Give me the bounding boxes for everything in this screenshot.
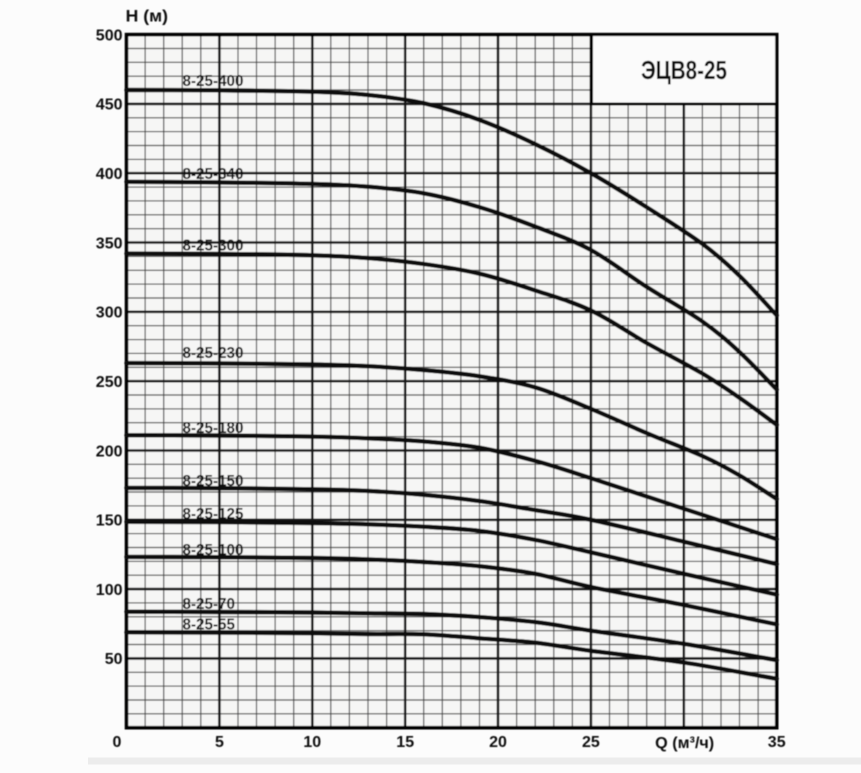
svg-text:150: 150	[96, 513, 123, 530]
svg-text:8-25-230: 8-25-230	[183, 345, 244, 362]
svg-text:15: 15	[396, 734, 414, 751]
svg-text:8-25-180: 8-25-180	[183, 420, 244, 437]
svg-text:8-25-150: 8-25-150	[183, 473, 244, 490]
svg-text:8-25-400: 8-25-400	[183, 73, 244, 90]
svg-text:8-25-300: 8-25-300	[183, 238, 244, 255]
svg-text:H (м): H (м)	[126, 7, 168, 26]
svg-text:50: 50	[105, 651, 123, 668]
svg-text:400: 400	[96, 166, 123, 183]
svg-text:25: 25	[582, 734, 600, 751]
svg-text:0: 0	[113, 734, 122, 751]
svg-text:8-25-70: 8-25-70	[183, 596, 236, 613]
svg-text:200: 200	[96, 443, 123, 460]
svg-text:8-25-100: 8-25-100	[183, 542, 244, 559]
svg-text:100: 100	[96, 582, 123, 599]
svg-text:450: 450	[96, 97, 123, 114]
svg-text:300: 300	[96, 305, 123, 322]
svg-text:8-25-125: 8-25-125	[183, 506, 244, 523]
svg-text:8-25-55: 8-25-55	[183, 617, 236, 634]
svg-text:10: 10	[303, 734, 321, 751]
svg-text:8-25-340: 8-25-340	[183, 166, 244, 183]
svg-text:350: 350	[96, 235, 123, 252]
svg-text:35: 35	[768, 734, 786, 751]
svg-text:5: 5	[215, 734, 224, 751]
svg-text:500: 500	[96, 27, 123, 44]
svg-text:250: 250	[96, 374, 123, 391]
svg-text:Q (м³/ч): Q (м³/ч)	[655, 735, 714, 752]
svg-text:ЭЦВ8-25: ЭЦВ8-25	[641, 57, 727, 85]
svg-text:20: 20	[489, 734, 507, 751]
